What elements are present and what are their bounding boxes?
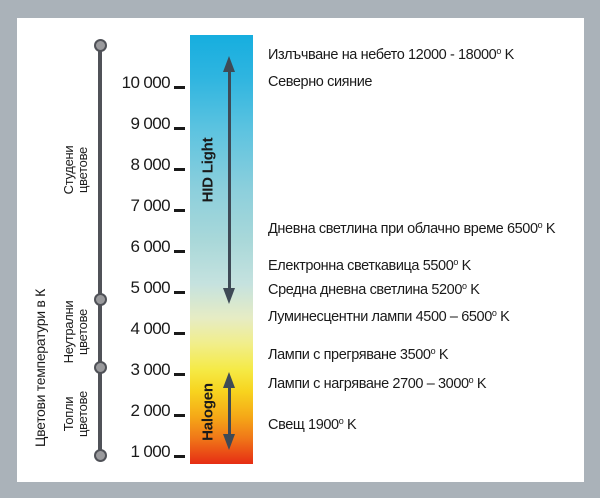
range-label-cold-line1: Студени (61, 145, 76, 195)
tick-label-3000: 3 000 (130, 360, 170, 379)
tick-label-7000: 7 000 (130, 196, 170, 215)
tick-mark (174, 373, 185, 376)
diagram-panel (17, 18, 584, 482)
source-label-flash: Електронна светкавица 5500o K (268, 257, 471, 274)
timeline-line (98, 45, 102, 455)
timeline-node-warm-top (93, 360, 107, 374)
hid-arrow-shaft (227, 70, 231, 290)
source-label-candle: Свещ 1900o K (268, 416, 357, 433)
band-label-hid: HID Light (199, 137, 217, 203)
timeline-node-neutral-top (93, 292, 107, 306)
range-label-cold-line2: цветове (75, 147, 90, 193)
range-label-neutral-line2: цветове (75, 309, 90, 355)
range-label-warm-line2: цветове (75, 391, 90, 437)
range-label-cold: Студени цветове (61, 145, 90, 195)
source-label-fluorescent: Луминесцентни лампи 4500 – 6500o K (268, 308, 510, 325)
tick-label-5000: 5 000 (130, 278, 170, 297)
range-label-warm: Топли цветове (61, 391, 90, 437)
range-label-neutral-line1: Неутрални (61, 300, 76, 364)
source-label-overcast: Дневна светлина при облачно време 6500o … (268, 220, 556, 237)
tick-mark (174, 414, 185, 417)
range-label-neutral: Неутрални цветове (61, 300, 90, 364)
tick-mark (174, 291, 185, 294)
axis-title: Цветови температури в К (32, 289, 48, 447)
halogen-arrow-down-icon (223, 434, 235, 450)
timeline-node-bottom (93, 448, 107, 462)
source-label-incandescent: Лампи с нагряване 2700 – 3000o K (268, 375, 487, 392)
halogen-arrow-shaft (227, 386, 231, 436)
tick-mark (174, 86, 185, 89)
timeline-node-top (93, 38, 107, 52)
source-label-aurora: Северно сияние (268, 74, 373, 90)
source-label-overheat-lamp: Лампи с прегряване 3500o K (268, 346, 449, 363)
halogen-arrow-up-icon (223, 372, 235, 388)
tick-mark (174, 127, 185, 130)
range-label-warm-line1: Топли (61, 396, 76, 432)
tick-mark (174, 332, 185, 335)
tick-label-1000: 1 000 (130, 442, 170, 461)
hid-arrow-up-icon (223, 56, 235, 72)
tick-mark (174, 209, 185, 212)
tick-mark (174, 250, 185, 253)
tick-label-6000: 6 000 (130, 237, 170, 256)
band-label-halogen: Halogen (199, 383, 217, 441)
source-label-daylight: Средна дневна светлина 5200o K (268, 281, 480, 298)
tick-label-9000: 9 000 (130, 114, 170, 133)
tick-label-10000: 10 000 (121, 73, 171, 92)
hid-arrow-down-icon (223, 288, 235, 304)
source-label-sky: Излъчване на небето 12000 - 18000o K (268, 46, 514, 63)
tick-label-2000: 2 000 (130, 401, 170, 420)
tick-label-8000: 8 000 (130, 155, 170, 174)
tick-label-4000: 4 000 (130, 319, 170, 338)
tick-mark (174, 455, 185, 458)
color-temperature-gradient-bar (190, 35, 253, 464)
tick-mark (174, 168, 185, 171)
